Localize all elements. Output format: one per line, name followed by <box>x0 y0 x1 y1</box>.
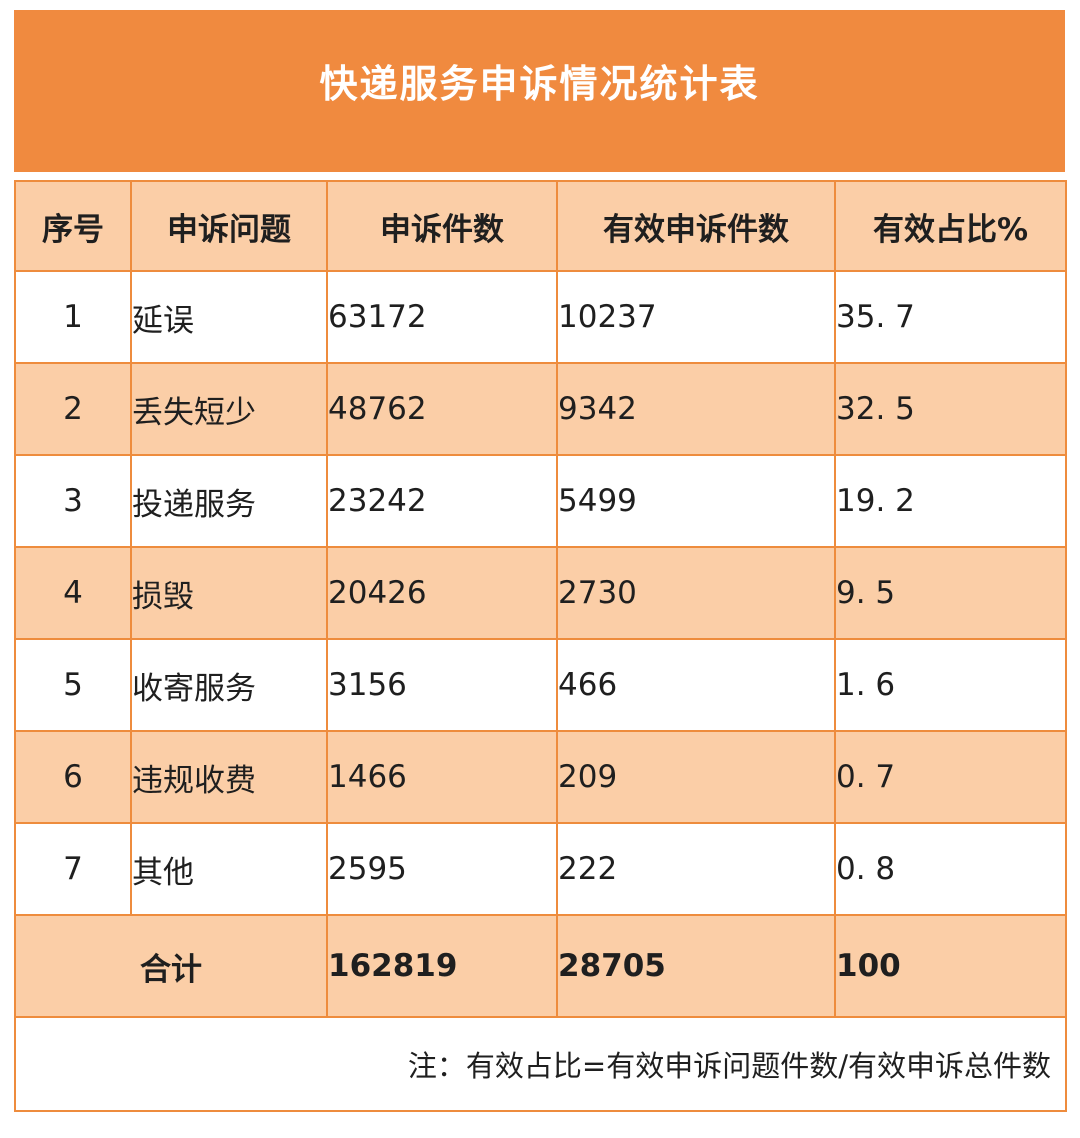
cell-issue: 违规收费 <box>130 730 328 824</box>
cell-valid: 10237 <box>556 270 836 364</box>
cell-no: 6 <box>14 730 132 824</box>
cell-pct: 19. 2 <box>834 454 1067 548</box>
header-cell-valid: 有效申诉件数 <box>556 180 836 272</box>
table-sheet: 快递服务申诉情况统计表 序号 申诉问题 申诉件数 有效申诉件数 有效占比% 1 … <box>14 10 1067 1112</box>
cell-no: 7 <box>14 822 132 916</box>
page-title: 快递服务申诉情况统计表 <box>319 61 760 106</box>
cell-issue: 收寄服务 <box>130 638 328 732</box>
complaint-statistics-table: 序号 申诉问题 申诉件数 有效申诉件数 有效占比% 1 延误 63172 102… <box>14 180 1067 1112</box>
table-row: 2 丢失短少 48762 9342 32. 5 <box>14 362 1067 456</box>
table-row: 5 收寄服务 3156 466 1. 6 <box>14 638 1067 732</box>
cell-count: 2595 <box>326 822 558 916</box>
cell-pct: 1. 6 <box>834 638 1067 732</box>
cell-issue: 其他 <box>130 822 328 916</box>
cell-issue: 延误 <box>130 270 328 364</box>
table-row: 7 其他 2595 222 0. 8 <box>14 822 1067 916</box>
cell-no: 2 <box>14 362 132 456</box>
cell-pct: 32. 5 <box>834 362 1067 456</box>
table-row: 4 损毁 20426 2730 9. 5 <box>14 546 1067 640</box>
table-note-row: 注：有效占比=有效申诉问题件数/有效申诉总件数 <box>14 1016 1067 1112</box>
table-header-row: 序号 申诉问题 申诉件数 有效申诉件数 有效占比% <box>14 180 1067 272</box>
cell-valid: 466 <box>556 638 836 732</box>
total-valid-cell: 28705 <box>556 914 836 1018</box>
cell-pct: 9. 5 <box>834 546 1067 640</box>
cell-no: 4 <box>14 546 132 640</box>
cell-issue: 损毁 <box>130 546 328 640</box>
cell-valid: 209 <box>556 730 836 824</box>
cell-pct: 0. 7 <box>834 730 1067 824</box>
cell-no: 1 <box>14 270 132 364</box>
cell-count: 48762 <box>326 362 558 456</box>
header-cell-count: 申诉件数 <box>326 180 558 272</box>
cell-valid: 9342 <box>556 362 836 456</box>
table-title-banner: 快递服务申诉情况统计表 <box>14 10 1065 172</box>
table-row: 6 违规收费 1466 209 0. 7 <box>14 730 1067 824</box>
cell-valid: 222 <box>556 822 836 916</box>
total-label-cell: 合计 <box>14 914 328 1018</box>
cell-count: 20426 <box>326 546 558 640</box>
cell-count: 3156 <box>326 638 558 732</box>
cell-issue: 丢失短少 <box>130 362 328 456</box>
cell-pct: 35. 7 <box>834 270 1067 364</box>
total-pct-cell: 100 <box>834 914 1067 1018</box>
cell-count: 63172 <box>326 270 558 364</box>
total-count-cell: 162819 <box>326 914 558 1018</box>
cell-valid: 5499 <box>556 454 836 548</box>
header-cell-issue: 申诉问题 <box>130 180 328 272</box>
cell-count: 23242 <box>326 454 558 548</box>
cell-no: 3 <box>14 454 132 548</box>
header-cell-pct: 有效占比% <box>834 180 1067 272</box>
cell-count: 1466 <box>326 730 558 824</box>
cell-pct: 0. 8 <box>834 822 1067 916</box>
table-row: 1 延误 63172 10237 35. 7 <box>14 270 1067 364</box>
table-total-row: 合计 162819 28705 100 <box>14 914 1067 1018</box>
cell-valid: 2730 <box>556 546 836 640</box>
table-note: 注：有效占比=有效申诉问题件数/有效申诉总件数 <box>14 1016 1067 1112</box>
cell-no: 5 <box>14 638 132 732</box>
cell-issue: 投递服务 <box>130 454 328 548</box>
title-table-divider <box>14 172 1065 180</box>
table-row: 3 投递服务 23242 5499 19. 2 <box>14 454 1067 548</box>
header-cell-no: 序号 <box>14 180 132 272</box>
